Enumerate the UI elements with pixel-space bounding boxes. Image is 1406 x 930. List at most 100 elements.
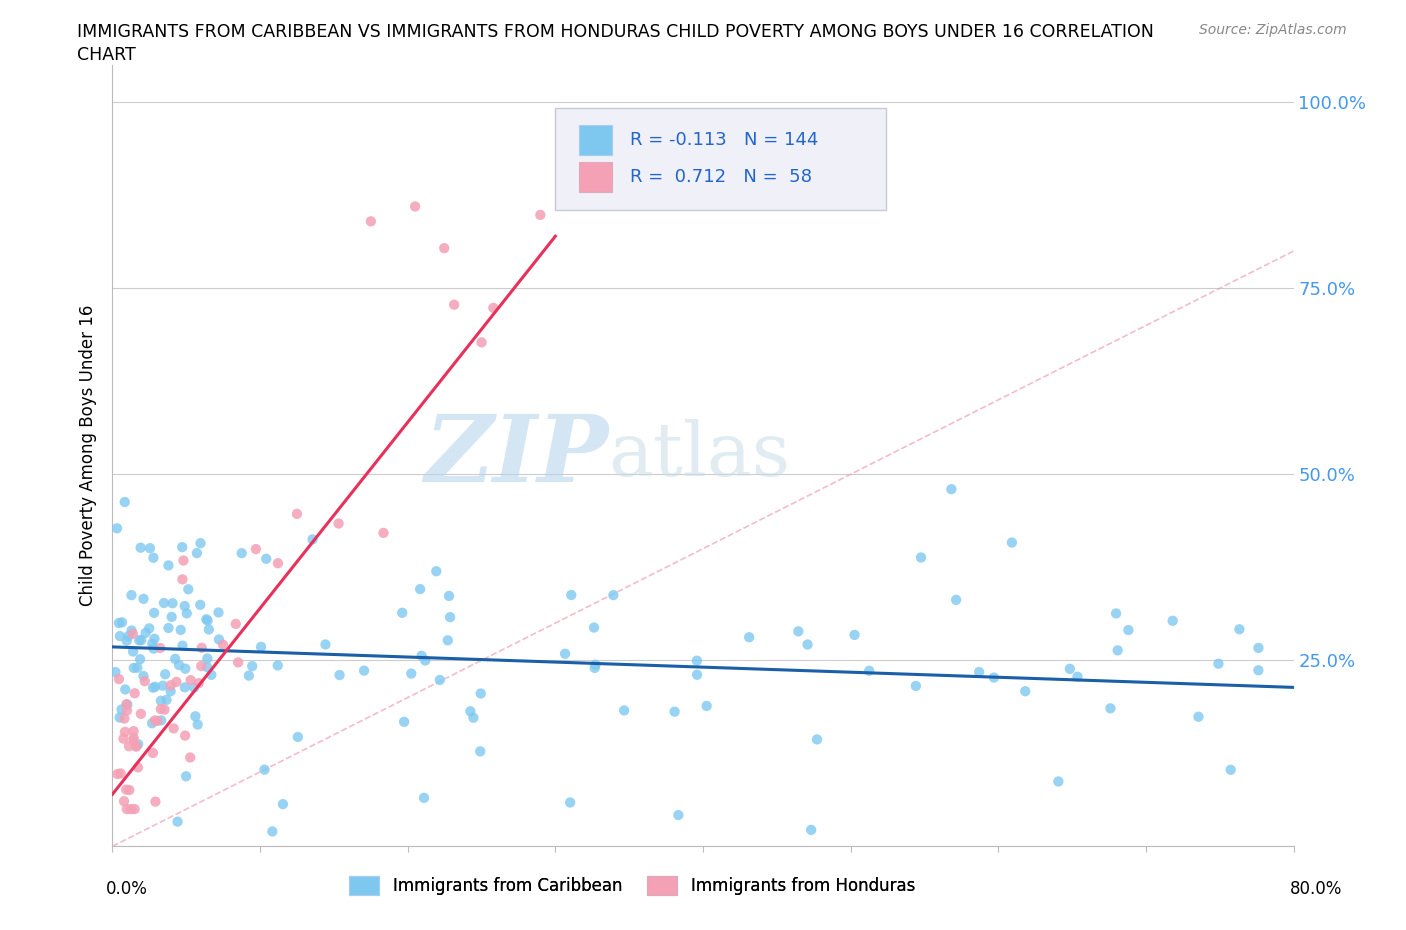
Point	[142, 680, 165, 695]
Point	[267, 658, 290, 673]
Point	[195, 651, 218, 666]
Point	[253, 763, 276, 777]
Point	[174, 661, 197, 676]
Text: Source: ZipAtlas.com: Source: ZipAtlas.com	[1199, 23, 1347, 37]
Point	[187, 717, 209, 732]
Point	[1247, 641, 1270, 656]
Point	[471, 335, 494, 350]
Point	[139, 540, 162, 555]
Point	[560, 588, 582, 603]
Point	[439, 610, 461, 625]
Point	[150, 713, 173, 728]
Point	[1208, 657, 1230, 671]
Point	[143, 631, 166, 646]
Point	[122, 724, 145, 738]
Point	[696, 698, 718, 713]
Point	[1107, 643, 1129, 658]
Point	[666, 807, 689, 822]
Legend: Immigrants from Caribbean, Immigrants from Honduras: Immigrants from Caribbean, Immigrants fr…	[343, 870, 921, 902]
Point	[128, 633, 150, 648]
Point	[254, 551, 277, 566]
Point	[129, 632, 152, 647]
Point	[141, 716, 163, 731]
Point	[910, 550, 932, 565]
Point	[190, 641, 212, 656]
Point	[118, 738, 141, 753]
Point	[124, 685, 146, 700]
Point	[135, 625, 157, 640]
Point	[114, 495, 136, 510]
Point	[121, 588, 143, 603]
Point	[401, 666, 423, 681]
Point	[157, 620, 180, 635]
Point	[198, 622, 221, 637]
Point	[132, 669, 155, 684]
Point	[1047, 774, 1070, 789]
Point	[262, 824, 284, 839]
Point	[173, 599, 195, 614]
Point	[238, 669, 260, 684]
Point	[1001, 535, 1024, 550]
Point	[120, 802, 142, 817]
Point	[152, 678, 174, 693]
Point	[122, 644, 145, 659]
Point	[267, 556, 290, 571]
Point	[554, 646, 576, 661]
Point	[104, 665, 127, 680]
Point	[127, 737, 149, 751]
Point	[904, 679, 927, 694]
Point	[240, 658, 263, 673]
Point	[470, 686, 492, 701]
Point	[443, 298, 465, 312]
Point	[188, 597, 211, 612]
Point	[173, 680, 195, 695]
Point	[301, 532, 323, 547]
Point	[425, 564, 447, 578]
Point	[429, 672, 451, 687]
Point	[195, 659, 218, 674]
Point	[208, 632, 231, 647]
Text: IMMIGRANTS FROM CARIBBEAN VS IMMIGRANTS FROM HONDURAS CHILD POVERTY AMONG BOYS U: IMMIGRANTS FROM CARIBBEAN VS IMMIGRANTS …	[77, 23, 1154, 41]
Point	[482, 300, 505, 315]
Point	[172, 539, 194, 554]
Point	[160, 678, 183, 693]
Point	[122, 733, 145, 748]
Point	[110, 702, 132, 717]
Point	[179, 750, 201, 764]
Point	[105, 521, 128, 536]
Point	[108, 629, 131, 644]
Text: 0.0%: 0.0%	[105, 880, 148, 898]
Point	[1099, 701, 1122, 716]
Point	[112, 731, 135, 746]
Point	[117, 629, 139, 644]
Point	[1161, 614, 1184, 629]
Point	[1118, 622, 1140, 637]
Point	[107, 766, 129, 781]
Point	[166, 815, 188, 830]
Point	[115, 703, 138, 718]
Point	[413, 653, 436, 668]
Point	[225, 617, 247, 631]
Point	[404, 199, 426, 214]
Point	[329, 668, 352, 683]
Point	[125, 739, 148, 754]
Point	[129, 540, 152, 555]
Point	[146, 713, 169, 728]
Point	[117, 698, 139, 712]
Point	[114, 724, 136, 739]
Point	[231, 546, 253, 561]
Point	[392, 714, 415, 729]
Point	[245, 541, 267, 556]
Point	[111, 615, 134, 630]
Point	[409, 581, 432, 596]
Point	[122, 730, 145, 745]
Point	[1014, 684, 1036, 698]
Point	[353, 663, 375, 678]
Point	[159, 684, 181, 698]
Point	[285, 507, 308, 522]
Point	[195, 612, 218, 627]
Point	[138, 621, 160, 636]
Point	[155, 693, 177, 708]
Point	[142, 641, 165, 656]
Point	[115, 782, 138, 797]
